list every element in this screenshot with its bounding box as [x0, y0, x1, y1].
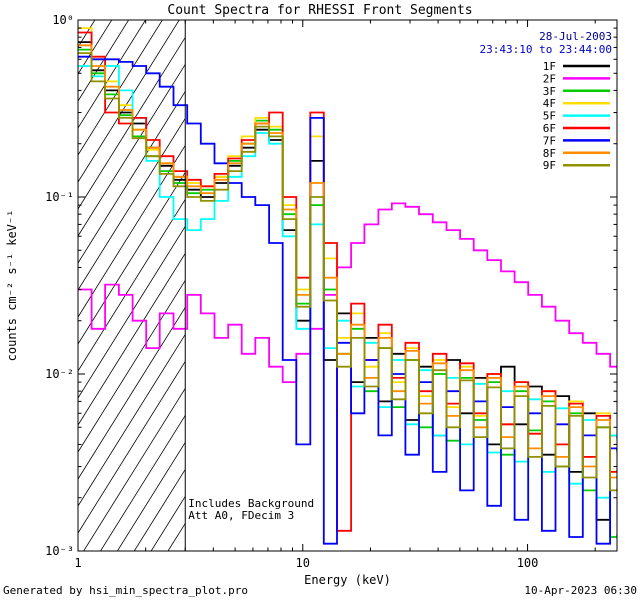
plot-title: Count Spectra for RHESSI Front Segments	[167, 3, 473, 18]
y-tick-label: 10⁻²	[45, 367, 74, 381]
x-tick-label: 1	[74, 556, 81, 570]
obs-date: 28-Jul-2003	[539, 30, 612, 43]
axis-labels: 1 10 100 10⁰ 10⁻¹ 10⁻² 10⁻³ Energy (keV) counts …	[5, 13, 538, 587]
series-2F	[78, 202, 617, 383]
legend-label-2F: 2F	[543, 72, 556, 85]
low-energy-hatch-region	[78, 20, 186, 551]
x-axis-title: Energy (keV)	[304, 573, 391, 587]
series-9F	[78, 52, 617, 492]
legend-label-5F: 5F	[543, 110, 556, 123]
y-tick-label: 10⁰	[52, 13, 74, 27]
y-axis-title: counts cm⁻² s⁻¹ keV⁻¹	[5, 210, 19, 362]
y-tick-label: 10⁻¹	[45, 190, 74, 204]
footer-generated-by: Generated by hsi_min_spectra_plot.pro	[3, 584, 249, 597]
y-tick-label: 10⁻³	[45, 544, 74, 558]
series-7F	[78, 55, 617, 545]
x-tick-label: 10	[296, 556, 310, 570]
legend-label-7F: 7F	[543, 134, 556, 147]
legend-label-1F: 1F	[543, 60, 556, 73]
legend-label-9F: 9F	[543, 159, 556, 172]
x-tick-label: 100	[517, 556, 539, 570]
footer-timestamp: 10-Apr-2023 06:30	[524, 584, 637, 597]
legend-label-4F: 4F	[543, 97, 556, 110]
legend-label-8F: 8F	[543, 147, 556, 160]
annotation-includes-background: Includes Background	[188, 497, 314, 510]
axes	[77, 19, 618, 552]
legend-label-6F: 6F	[543, 122, 556, 135]
obs-interval: 23:43:10 to 23:44:00	[480, 43, 612, 56]
annotation-att-fdecim: Att A0, FDecim 3	[188, 509, 294, 522]
legend-label-3F: 3F	[543, 85, 556, 98]
spectra-series	[78, 27, 617, 545]
